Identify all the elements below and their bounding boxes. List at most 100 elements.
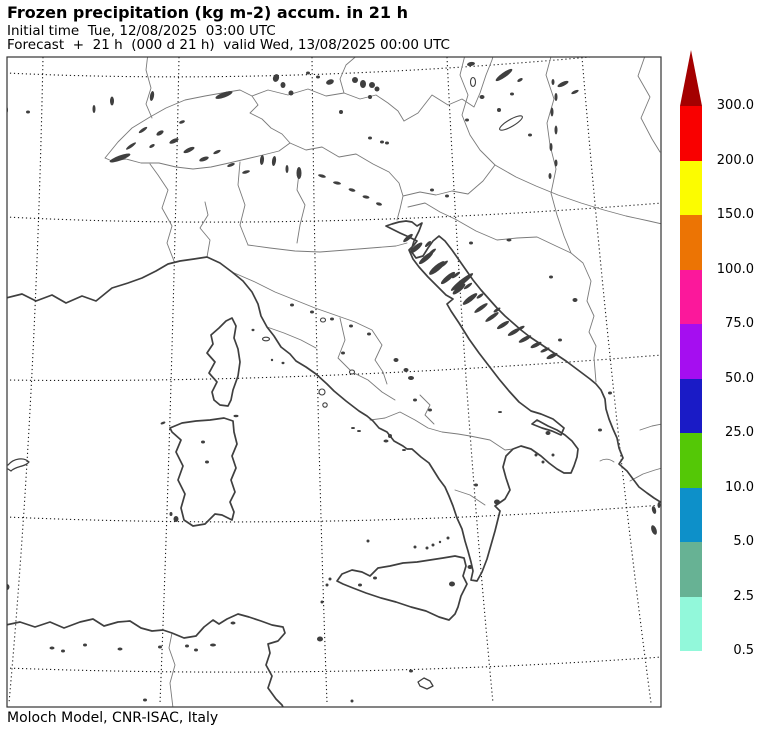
map-feature-blob [430,188,434,192]
map-feature-blob [413,545,417,549]
colorbar-tick-label: 5.0 [733,534,754,549]
map-feature-blob [467,61,475,67]
map-feature-blob [322,402,328,408]
border-liguria [199,201,211,258]
map-feature-blob [368,95,372,99]
map-feature-blob [507,328,521,336]
border-campania-puglia [369,411,514,451]
map-feature-blob [358,583,362,587]
map-feature-blob [352,77,358,83]
map-feature-blob [310,310,314,314]
map-feature-blob [572,298,578,302]
map-feature-blob [530,341,542,349]
map-feature-blob [348,369,356,375]
map-feature-blob [317,636,323,642]
border-basilicata [454,489,486,506]
border-austria-slovenia [402,164,496,197]
coast-mainland [7,220,661,582]
map-feature-blob [281,361,285,365]
colorbar-segment [680,378,702,433]
colorbar-segment [680,596,702,651]
colorbar-tick-label: 75.0 [725,316,754,331]
border-tuscany [266,326,317,349]
colorbar-segment [680,487,702,542]
map-feature-blob [213,149,221,155]
map-feature-blob [367,332,371,336]
border-piemonte [237,161,249,246]
map-feature-blob [424,240,432,248]
map-feature-blob [554,159,558,167]
border-drava [494,164,661,225]
border-veneto [296,172,306,244]
colorbar-segment [680,542,702,597]
map-feature-blob [452,283,466,295]
map-feature-blob [362,195,370,199]
map-feature-blob [469,76,477,88]
map-feature-blob [440,260,448,268]
border-danube-bend [637,57,661,153]
map-feature-blob [545,431,551,435]
map-feature-blob [320,600,324,604]
map-feature-blob [409,242,423,254]
map-feature-blob [242,170,250,174]
map-feature-blob [194,648,198,652]
map-canvas [6,53,662,708]
border-po-river [247,242,408,253]
map-feature-blob [383,439,389,443]
map-feature-blob [554,125,558,135]
map-feature-blob [393,358,399,362]
map-feature-blob [26,110,30,114]
colorbar-segment [680,160,702,215]
border-umbria [337,317,396,401]
map-feature-blob [61,649,65,653]
colorbar-segment [680,324,702,379]
map-feature-blob [548,173,552,179]
map-feature-blob [651,525,657,535]
map-feature-blob [339,110,343,114]
map-feature-blob [270,358,274,362]
map-feature-blob [357,430,361,432]
map-feature-blob [608,391,612,395]
map-feature-blob [341,351,345,355]
map-feature-blob [126,142,136,150]
map-feature-blob [557,80,569,88]
colorbar-segment [680,50,702,106]
map-feature-blob [272,74,280,82]
lake-outlines-layer [261,76,523,408]
graticule-grid [7,57,661,704]
map-feature-blob [288,90,294,96]
map-feature-blob [160,421,166,425]
border-france-italy [149,163,175,262]
map-feature-blob [233,414,239,418]
map-feature-blob [469,241,473,245]
map-feature-blob [230,621,236,625]
map-feature-blob [369,82,375,88]
map-feature-blob [558,338,562,342]
border-apennine-ridge [231,271,388,385]
map-feature-blob [143,698,147,702]
colorbar-segment [680,433,702,488]
border-macedonia [639,423,661,431]
map-feature-blob [316,75,320,79]
map-feature-blob [326,79,334,85]
map-feature-blob [518,335,532,343]
map-feature-blob [431,543,435,547]
map-feature-blob [408,376,414,380]
map-feature-blob [403,233,413,243]
map-feature-blob [413,398,417,402]
map-feature-blob [451,271,461,279]
map-feature-blob [409,669,413,673]
map-feature-blob [366,539,370,543]
map-feature-blob [169,512,173,516]
map-feature-blob [403,368,409,372]
map-feature-blob [380,140,384,144]
border-albania-greece [629,467,661,482]
map-feature-blob [549,275,553,279]
map-feature-blob [428,408,432,412]
coast-corsica [206,317,241,407]
map-feature-blob [517,78,523,82]
border-austria-hungary [459,57,496,166]
map-feature-blob [280,82,286,88]
map-feature-blob [554,93,558,101]
initial-time-line: Initial time Tue, 12/08/2025 03:00 UTC [7,23,276,39]
